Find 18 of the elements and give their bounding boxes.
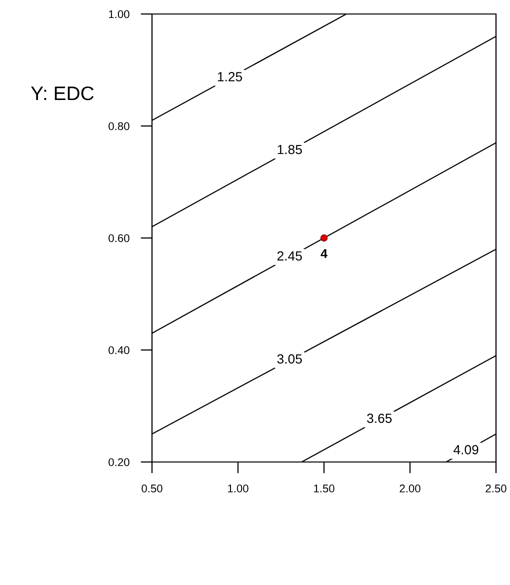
x-tick-label: 1.50: [314, 484, 334, 492]
series-label: 1.85: [278, 144, 302, 154]
y-tick-label: 0.60: [108, 234, 130, 242]
series-label: 1.25: [218, 72, 242, 82]
y-tick-label: 0.20: [108, 458, 130, 466]
x-tick-label: 0.50: [142, 484, 162, 492]
y-tick-label: 1.00: [109, 10, 130, 18]
y-tick-label: 0.80: [108, 122, 130, 130]
annotation: 4: [320, 249, 328, 258]
x-tick-label: 2.00: [400, 484, 420, 492]
series-label: 4.09: [454, 445, 478, 454]
x-tick-label: 1.00: [228, 484, 248, 492]
series-label: 3.65: [367, 414, 392, 423]
series-label: 3.05: [277, 354, 302, 364]
y-axis-title: Y: EDC: [31, 86, 94, 100]
x-tick-label: 2.50: [486, 484, 506, 492]
y-tick-label: 0.40: [108, 346, 130, 354]
series-label: 2.45: [277, 251, 302, 261]
